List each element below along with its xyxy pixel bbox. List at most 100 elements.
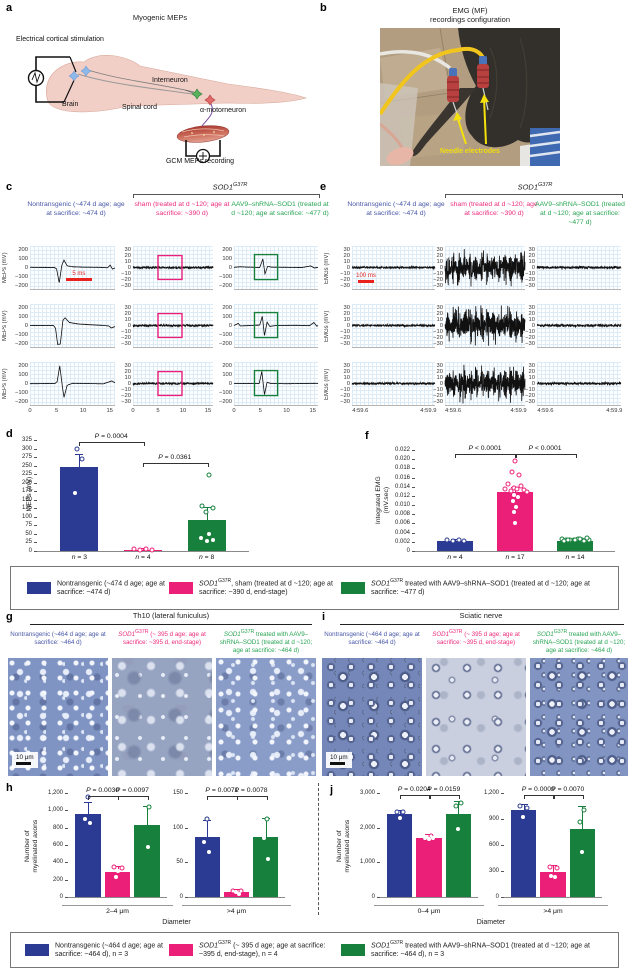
panel-a-letter: a bbox=[6, 2, 13, 14]
panel-c-header-sham: sham (treated at d ~120; age at sacrific… bbox=[134, 201, 230, 218]
panel-e-header-sham: sham (treated at d ~120; age at sacrific… bbox=[450, 201, 538, 218]
panel-h-letter: h bbox=[6, 782, 13, 794]
legend-b-text-nontransgenic: Nontransgenic (~464 d age; age at sacrif… bbox=[55, 942, 163, 959]
j-ylabel: Number of myelinated axons bbox=[335, 819, 351, 873]
micrograph-sciatic-sham bbox=[426, 658, 526, 776]
g-col-label-3: SOD1G37R treated with AAV9–shRNA–SOD1 (t… bbox=[219, 629, 313, 655]
motor-pathway-diagram bbox=[27, 55, 308, 164]
mep-trace-nontransgenic-2: 200 100 0 −100 −200 bbox=[15, 304, 115, 348]
micrograph-th10-sham bbox=[112, 658, 212, 776]
emg-trace-nontransgenic-3: 30 20 10 0 −10 −20 −30 4:59.6 4:59.9 bbox=[340, 362, 437, 414]
electrode-2-body bbox=[477, 64, 489, 88]
interneuron-label: Interneuron bbox=[152, 77, 188, 84]
mep-trace-nontransgenic-1: 5 ms 200 100 0 −100 −200 bbox=[15, 246, 115, 290]
recording-label: GCM MEPs recording bbox=[165, 158, 235, 165]
white-cable bbox=[380, 49, 452, 70]
g-scalebar: 10 μm bbox=[12, 752, 38, 768]
panel-b: EMG (MF) recordings configuration bbox=[315, 0, 629, 180]
emg-trace-nontransgenic-1: 100 ms 30 20 10 0 −10 −20 −30 bbox=[340, 246, 435, 290]
i-col-label-2: SOD1G37R (~ 395 d age; age at sacrifice:… bbox=[432, 629, 520, 647]
emg-trace-sham-1: 30 20 10 0 −10 −20 −30 bbox=[433, 246, 525, 290]
panel-b-title-1: EMG (MF) bbox=[452, 6, 488, 15]
integrated-emg-chart: 0 0.002 0.004 0.006 0.008 0.010 0.012 0.014 0.01… bbox=[395, 445, 615, 561]
legend-text-nontransgenic: Nontransgenic (~474 d age; age at sacrif… bbox=[57, 580, 165, 597]
i-col-label-1: Nontransgenic (~464 d age; age at sacrif… bbox=[324, 631, 420, 647]
panel-d-letter: d bbox=[6, 428, 13, 440]
micrograph-sciatic-treated bbox=[530, 658, 628, 776]
mep-trace-sham-1: 30 20 10 0 −10 −20 −30 bbox=[121, 246, 213, 290]
micrograph-th10-treated bbox=[216, 658, 316, 776]
e-ylabel-row2: EMGs (mV) bbox=[324, 310, 330, 342]
legend-swatch-nontransgenic bbox=[27, 582, 51, 594]
panel-f-letter: f bbox=[365, 430, 369, 442]
muscle-shape bbox=[176, 125, 230, 143]
panel-b-title-2: recordings configuration bbox=[429, 15, 511, 24]
stimulator-wires bbox=[35, 56, 70, 103]
axon-count-chart-2-4um: 0 200 400 600 800 1,000 1,200 P = 0.0030 P = 0.0… bbox=[48, 787, 173, 915]
electrode-1-body bbox=[447, 76, 459, 102]
g-col-label-2: SOD1G37R (~ 395 d age; age at sacrifice:… bbox=[118, 629, 206, 647]
emg-photo bbox=[380, 28, 560, 166]
legend-swatch-treated bbox=[341, 582, 365, 594]
legend-mid: Nontransgenic (~474 d age; age at sacrif… bbox=[10, 566, 619, 610]
panel-e-header-nontransgenic: Nontransgenic (~474 d age; age at sacrif… bbox=[347, 201, 445, 218]
axon-count-chart-0-4um: 0 1,000 2,000 3,000 P = 0.0204 P = 0.0159 0–4 … bbox=[360, 786, 484, 915]
panel-a-title: Myogenic MEPs bbox=[132, 13, 188, 22]
mep-amplitude-chart: 0 25 50 75 100 125 150 175 200 225 250 275 300 325 P =… bbox=[22, 433, 249, 561]
panel-e-genotype-label: SOD1G37R bbox=[517, 182, 553, 192]
legend-text-treated: SOD1G37R treated with AAV9–shRNA–SOD1 (t… bbox=[371, 578, 590, 597]
i-scalebar: 10 μm bbox=[326, 752, 352, 768]
panel-c-header-treated: AAV9–shRNA–SOD1 (treated at d ~120; age … bbox=[231, 201, 329, 218]
panel-i-letter: i bbox=[322, 611, 326, 623]
panel-e-header-treated: AAV9–shRNA–SOD1 (treated at d ~120; age … bbox=[535, 201, 625, 227]
emg-trace-nontransgenic-2: 30 20 10 0 −10 −20 −30 bbox=[340, 304, 435, 348]
yellow-cable bbox=[380, 47, 486, 116]
panel-g-title-rule bbox=[30, 624, 312, 625]
h-ylabel: Number of myelinated axons bbox=[23, 819, 39, 873]
e-ylabel-row3: EMGs (mV) bbox=[324, 368, 330, 400]
mep-trace-sham-3: 30 20 10 0 −10 −20 −30 0 5 10 15 bbox=[121, 362, 212, 414]
emg-trace-treated-1: 30 20 10 0 −10 −20 −30 bbox=[525, 246, 621, 290]
legend-b-text-sham: SOD1G37R (~ 395 d age; age at sacrifice:… bbox=[199, 940, 326, 959]
cortical-electrode-star-1 bbox=[68, 70, 80, 82]
panel-i-title-rule bbox=[340, 624, 624, 625]
emg-trace-sham-3: 30 20 10 0 −10 −20 −30 4:59.6 4:59.9 bbox=[433, 362, 527, 414]
panel-g-letter: g bbox=[6, 611, 13, 623]
brain-label: Brain bbox=[62, 101, 79, 108]
emg-trace-treated-2: 30 20 10 0 −10 −20 −30 bbox=[525, 304, 621, 348]
g-col-label-1: Nontransgenic (~464 d age; age at sacrif… bbox=[10, 631, 106, 647]
mep-trace-nontransgenic-3: 200 100 0 −100 −200 0 5 10 15 bbox=[15, 362, 115, 414]
mep-trace-treated-2: 200 100 0 −100 −200 bbox=[219, 304, 318, 348]
axon-count-chart-gt4um-sciatic: 0 300 600 900 1,200 P = 0.0009 P = 0.0070 >4 μm bbox=[484, 786, 608, 915]
brain-spinal-cord-shape bbox=[45, 55, 308, 113]
panel-i-title: Sciatic nerve bbox=[459, 611, 503, 620]
panel-c-genotype-label: SOD1G37R bbox=[212, 182, 248, 192]
legend-bottom: Nontransgenic (~464 d age; age at sacrif… bbox=[10, 932, 619, 968]
annotation-arrow-2 bbox=[483, 97, 487, 145]
micrograph-sciatic-nontransgenic bbox=[322, 658, 422, 776]
motorneuron-label: α-motorneuron bbox=[200, 107, 247, 114]
axon-count-chart-gt4um: 0 50 100 150 P = 0.0071 P = 0.0078 >4 μm bbox=[173, 787, 291, 915]
panel-c-letter: c bbox=[6, 181, 13, 193]
legend-swatch-sham bbox=[169, 582, 193, 594]
c-ylabel-row2: MEPs (mV) bbox=[2, 310, 8, 342]
mep-trace-sham-2: 30 20 10 0 −10 −20 −30 bbox=[121, 304, 213, 348]
electrode-2-cap bbox=[479, 56, 487, 66]
stimulation-label: Electrical cortical stimulation bbox=[16, 36, 104, 43]
mouse-foot bbox=[386, 147, 414, 165]
legend-b-swatch-nontransgenic bbox=[25, 944, 49, 956]
electrode-1-cap bbox=[449, 68, 457, 78]
f-ylabel: Integrated EMG (mV.sec) bbox=[374, 476, 390, 525]
legend-text-sham: SOD1G37R, sham (treated at d ~120; age a… bbox=[199, 578, 333, 597]
panel-g-title: Th10 (lateral funiculus) bbox=[132, 611, 210, 620]
motorneuron-star bbox=[204, 94, 216, 106]
c-ylabel-row3: MEPs (mV) bbox=[2, 368, 8, 400]
panel-j-letter: j bbox=[330, 784, 334, 796]
mep-trace-treated-3: 200 100 0 −100 −200 0 5 10 15 bbox=[219, 362, 318, 414]
i-col-label-3: SOD1G37R treated with AAV9–shRNA–SOD1 (t… bbox=[532, 629, 626, 655]
recording-wires bbox=[185, 140, 221, 157]
h-j-divider bbox=[318, 783, 319, 915]
legend-b-swatch-treated bbox=[341, 944, 365, 956]
j-xlabel-diameter: Diameter bbox=[476, 919, 506, 926]
